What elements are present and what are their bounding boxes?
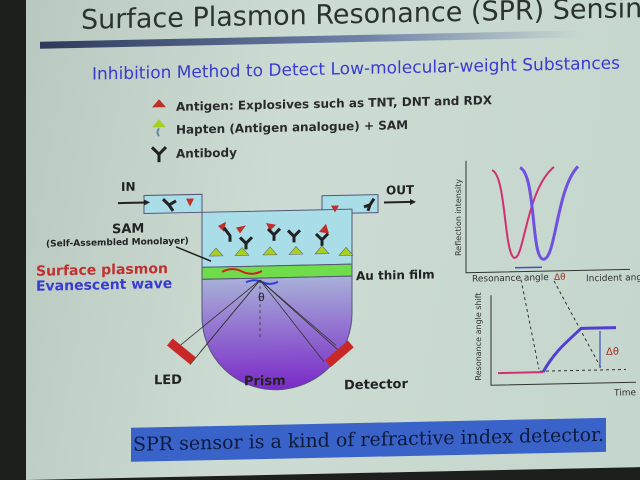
sam-full-label: (Self-Assembled Monolayer) <box>46 237 189 250</box>
sam-label: SAM <box>112 222 144 238</box>
theta-label: θ <box>258 291 265 304</box>
detector-label: Detector <box>344 377 408 393</box>
shift-graph: Resonance angle shift Δθ Time <box>474 279 636 399</box>
slide: Surface Plasmon Resonance (SPR) Sensing … <box>26 0 640 480</box>
haptens <box>208 245 354 257</box>
evanescent-label: Evanescent wave <box>36 276 172 295</box>
delta-label-bottom: Δθ <box>606 347 619 358</box>
detector-block <box>324 340 354 368</box>
diagram: θ IN OUT SAM (Self-Assembled Monolayer) … <box>36 99 640 399</box>
resonance-angle-label: Resonance angle <box>472 273 549 285</box>
antigens <box>186 198 339 234</box>
hapten-icon <box>152 119 166 128</box>
x-label-top: Incident angle θ <box>586 273 640 285</box>
x-label-bottom: Time <box>613 388 636 398</box>
in-label: IN <box>121 180 136 194</box>
prism-label: Prism <box>244 374 286 390</box>
rising-curve <box>541 326 616 373</box>
antibody-icon <box>150 146 168 163</box>
sam-pointer <box>175 246 212 262</box>
y-label-bottom: Resonance angle shift <box>474 292 483 380</box>
out-label: OUT <box>386 183 415 198</box>
plasmon-wave <box>221 268 263 275</box>
led-label: LED <box>154 373 182 389</box>
sam-stalk-icon <box>156 127 160 137</box>
in-arrow <box>118 201 148 205</box>
au-film-label: Au thin film <box>356 267 435 283</box>
curve-before <box>491 166 555 259</box>
antibodies <box>161 197 376 250</box>
led-source <box>166 338 196 365</box>
antigen-icon <box>152 99 166 108</box>
out-arrow <box>384 200 412 204</box>
baseline-red <box>498 371 543 375</box>
reflection-graph: Reflection intensity Resonance angle Δθ … <box>454 160 640 285</box>
delta-label-top: Δθ <box>554 273 566 283</box>
y-label-top: Reflection intensity <box>454 179 463 256</box>
light-beams <box>175 279 345 365</box>
curve-after <box>519 165 580 261</box>
surface-plasmon-label: Surface plasmon <box>36 261 168 280</box>
